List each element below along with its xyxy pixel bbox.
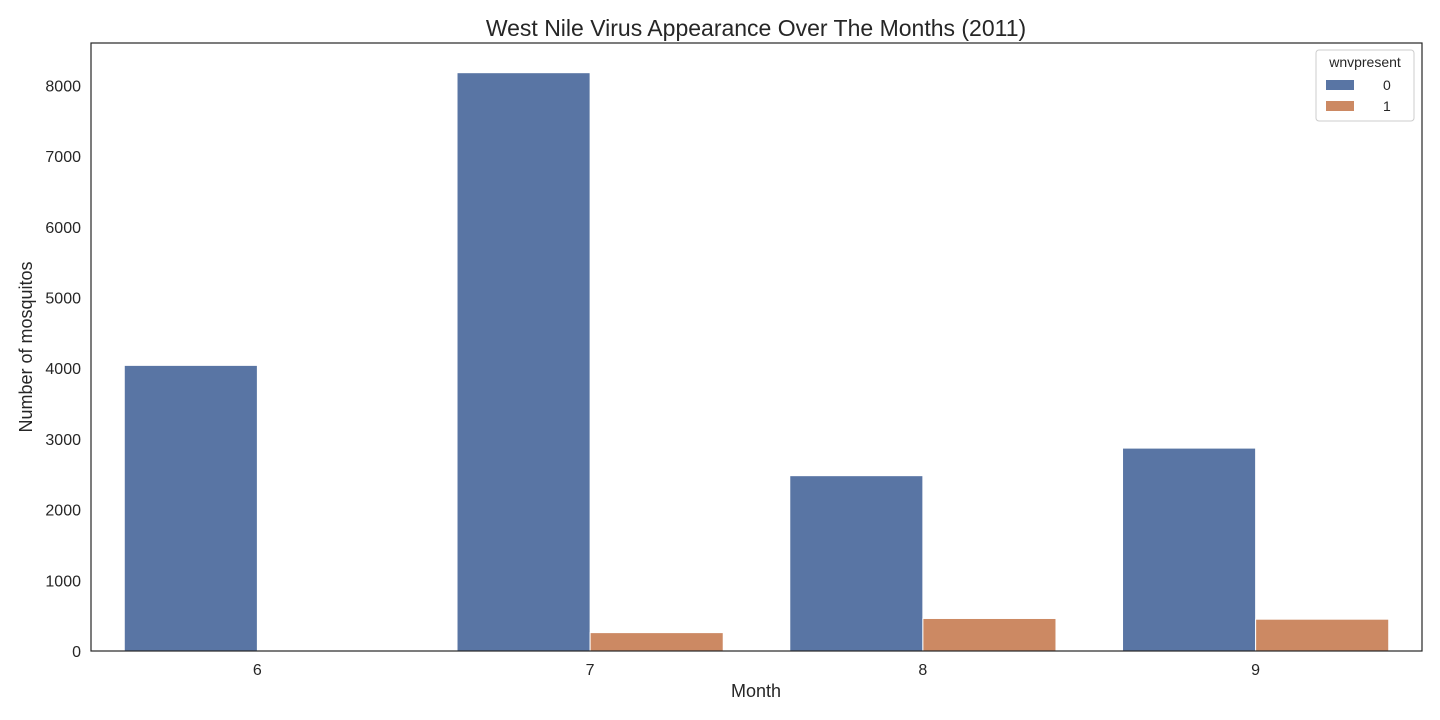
y-tick-label: 5000 [45,291,81,308]
y-axis-ticks: 0 1000 2000 3000 4000 5000 6000 7000 8000 [45,78,81,661]
legend-swatch [1326,101,1354,111]
bar-series-0-month-8 [789,475,924,652]
legend-label: 1 [1383,98,1391,114]
bar-series-1-month-7 [589,632,724,652]
legend-label: 0 [1383,77,1391,93]
legend-title: wnvpresent [1328,54,1401,70]
bar-series-0-month-6 [123,364,258,652]
y-tick-label: 8000 [45,78,81,95]
y-tick-label: 3000 [45,432,81,449]
y-tick-label: 1000 [45,573,81,590]
x-tick-label: 7 [586,662,595,679]
bar-series-1-month-9 [1255,618,1390,652]
y-axis-label: Number of mosquitos [16,261,36,432]
chart-title: West Nile Virus Appearance Over The Mont… [486,15,1026,41]
y-tick-label: 4000 [45,361,81,378]
x-axis-label: Month [731,681,781,701]
y-tick-label: 0 [72,644,81,661]
plot-frame [90,42,1423,652]
plot-area: 0 1000 2000 3000 4000 5000 6000 7000 8000 6 7 8 9 [45,42,1423,679]
x-tick-label: 8 [918,662,927,679]
y-tick-label: 6000 [45,220,81,237]
legend: wnvpresent 01 [1315,49,1415,122]
x-axis-ticks: 6 7 8 9 [253,662,1260,679]
x-tick-label: 6 [253,662,262,679]
legend-swatch [1326,80,1354,90]
legend-items: 01 [1326,77,1391,114]
y-tick-label: 7000 [45,149,81,166]
bar-series-0-month-7 [456,72,591,652]
y-tick-label: 2000 [45,503,81,520]
bar-series-0-month-9 [1122,447,1257,652]
bar-series-1-month-8 [922,617,1057,652]
bars-group [123,72,1390,652]
x-tick-label: 9 [1251,662,1260,679]
